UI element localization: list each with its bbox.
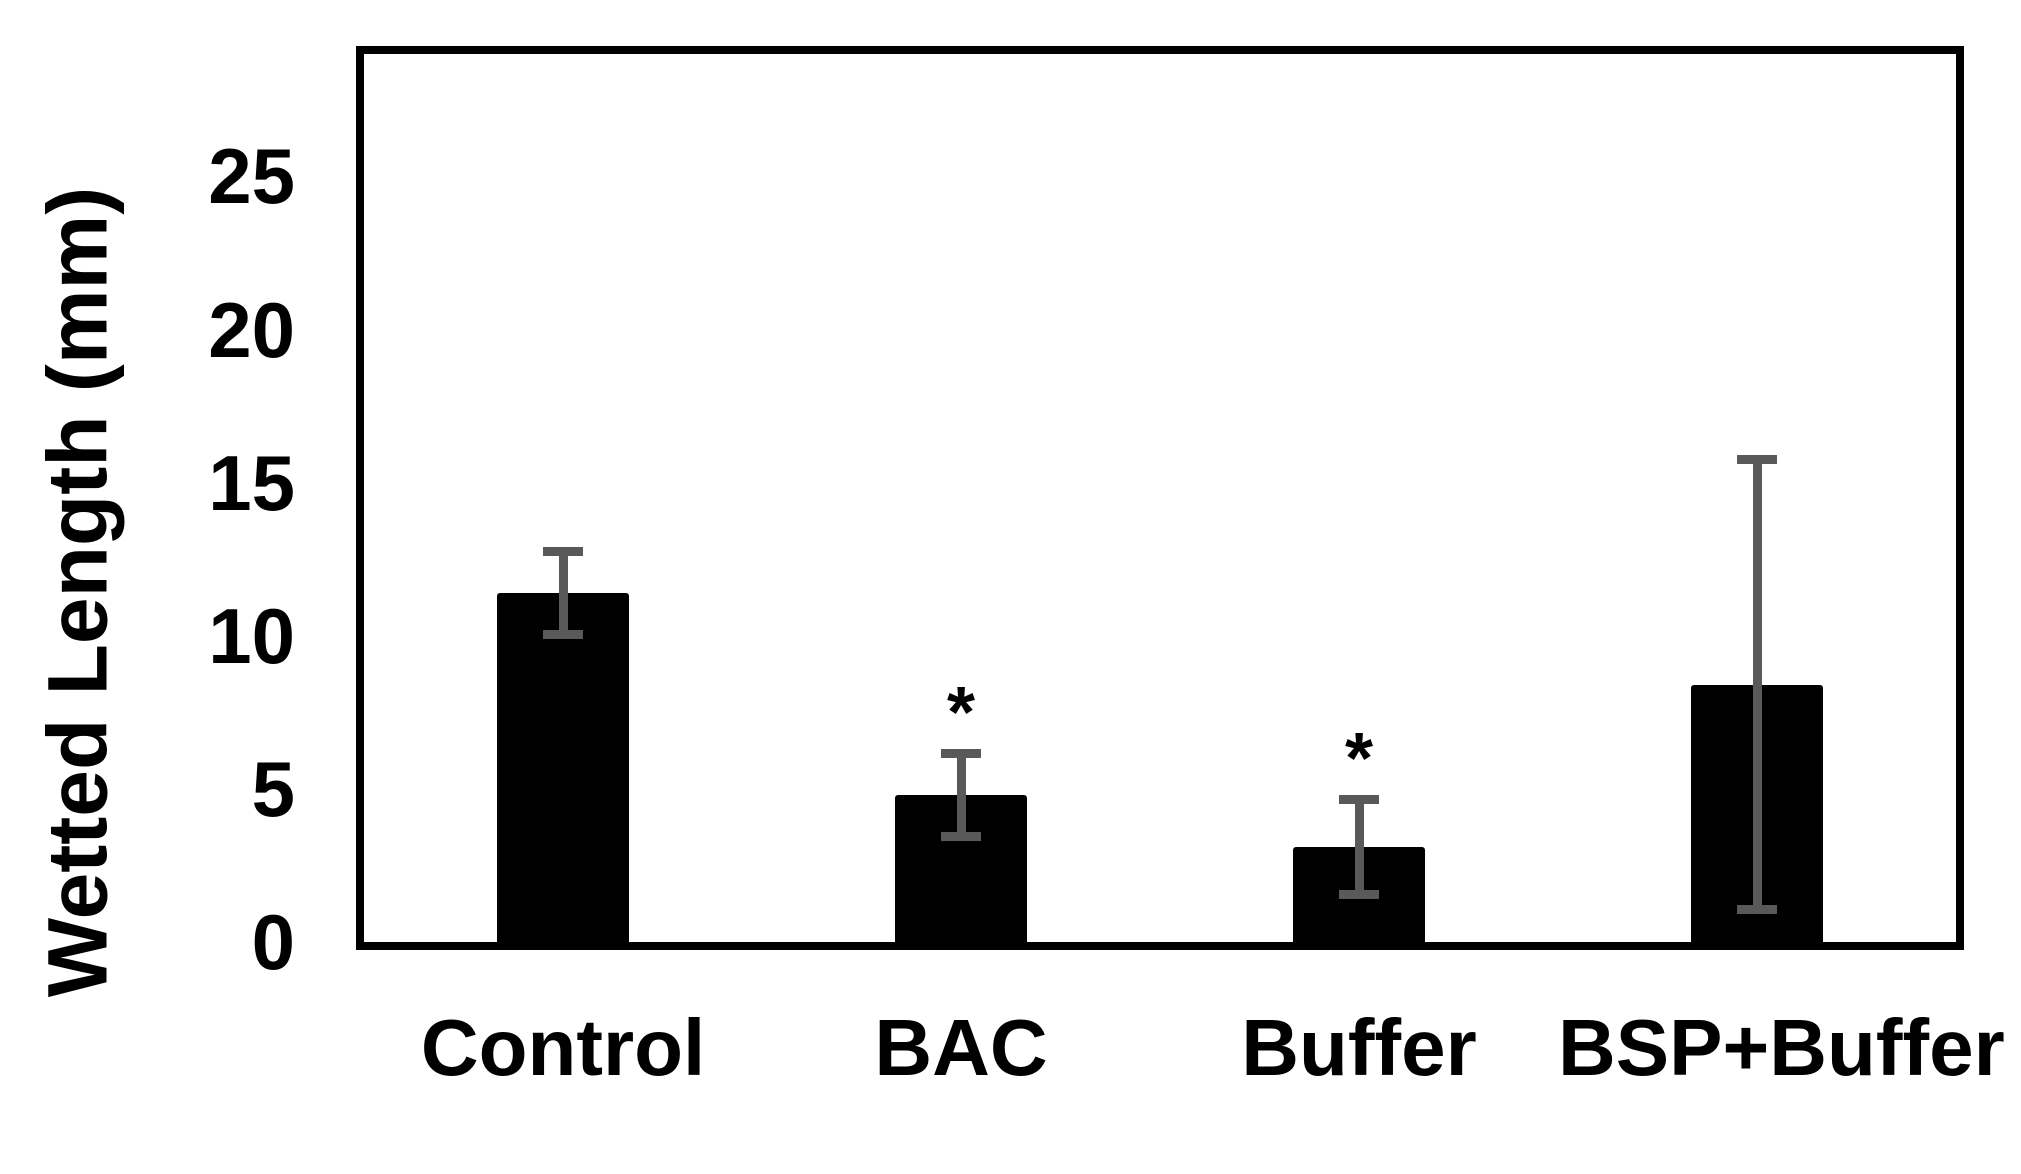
error-bar-cap	[1339, 890, 1379, 900]
x-category-label-control: Control	[420, 1003, 706, 1092]
error-bar-cap	[1339, 795, 1379, 805]
x-category-label-buffer: Buffer	[1241, 1003, 1477, 1092]
y-tick-label: 15	[208, 438, 295, 527]
error-bar-cap	[941, 831, 981, 841]
y-tick-label: 25	[208, 132, 295, 221]
error-bar-cap	[1737, 905, 1777, 915]
error-bar-line	[1752, 455, 1762, 915]
y-tick-label: 10	[208, 591, 295, 680]
error-bar-cap	[1737, 455, 1777, 465]
x-category-label-bsp-buffer: BSP+Buffer	[1558, 1003, 2005, 1092]
error-bar-cap	[543, 546, 583, 556]
error-bar-line	[558, 546, 568, 639]
bar-control	[497, 592, 629, 942]
y-tick-label: 5	[251, 744, 295, 833]
significance-asterisk: *	[946, 673, 976, 754]
significance-asterisk: *	[1344, 719, 1374, 800]
y-tick-label: 20	[208, 285, 295, 374]
error-bar-cap	[941, 749, 981, 759]
error-bar-cap	[543, 629, 583, 639]
y-tick-label: 0	[251, 898, 295, 986]
error-bar-line	[1354, 795, 1364, 900]
error-bar-line	[956, 749, 966, 841]
x-category-label-bac: BAC	[874, 1003, 1048, 1092]
